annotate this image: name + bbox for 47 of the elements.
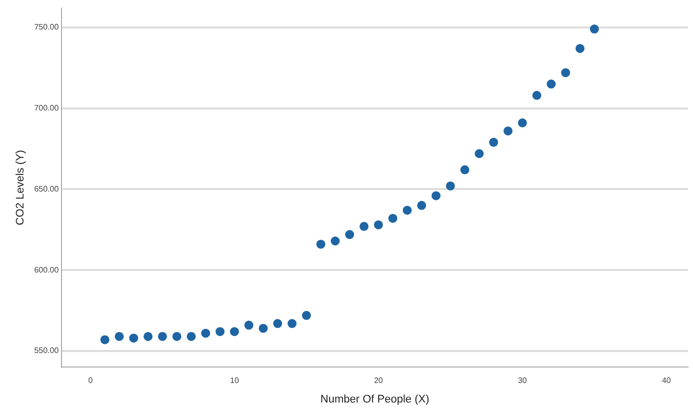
y-tick-label: 650.00 — [34, 184, 60, 194]
point — [561, 68, 570, 78]
y-tick-label: 750.00 — [34, 22, 60, 32]
point — [474, 149, 484, 158]
point — [432, 191, 441, 200]
point — [518, 118, 527, 128]
point — [158, 332, 167, 341]
y-tick-label: 550.00 — [34, 346, 60, 356]
point — [244, 320, 254, 330]
point — [330, 236, 340, 246]
x-tick-label: 20 — [374, 376, 384, 386]
point — [590, 24, 599, 34]
point — [532, 90, 542, 100]
y-axis-title: CO2 Levels (Y) — [14, 150, 27, 226]
x-tick-label: 10 — [230, 376, 240, 386]
point — [258, 324, 268, 333]
point — [388, 214, 398, 223]
point — [288, 319, 297, 328]
x-tick-label: 0 — [88, 376, 94, 386]
x-axis-title: Number Of People (X) — [320, 393, 430, 406]
point — [186, 332, 196, 341]
point — [172, 332, 182, 341]
x-tick-label: 40 — [662, 376, 672, 386]
x-tick-label: 30 — [518, 376, 528, 386]
point — [345, 230, 354, 240]
point — [446, 181, 455, 190]
point — [129, 334, 138, 343]
point — [460, 165, 470, 174]
point — [100, 335, 110, 344]
point — [374, 220, 383, 230]
y-tick-label: 700.00 — [34, 104, 60, 113]
point — [273, 319, 282, 328]
point — [316, 240, 326, 249]
point — [489, 138, 498, 147]
point — [201, 328, 210, 338]
point — [302, 310, 311, 320]
point — [360, 222, 369, 231]
point — [546, 80, 556, 89]
point — [417, 200, 426, 210]
point — [144, 332, 153, 341]
point — [504, 126, 513, 136]
point — [216, 327, 225, 336]
point — [402, 206, 412, 215]
y-tick-label: 600.00 — [34, 265, 60, 274]
point — [230, 327, 239, 336]
point — [114, 332, 124, 341]
point — [576, 44, 585, 53]
